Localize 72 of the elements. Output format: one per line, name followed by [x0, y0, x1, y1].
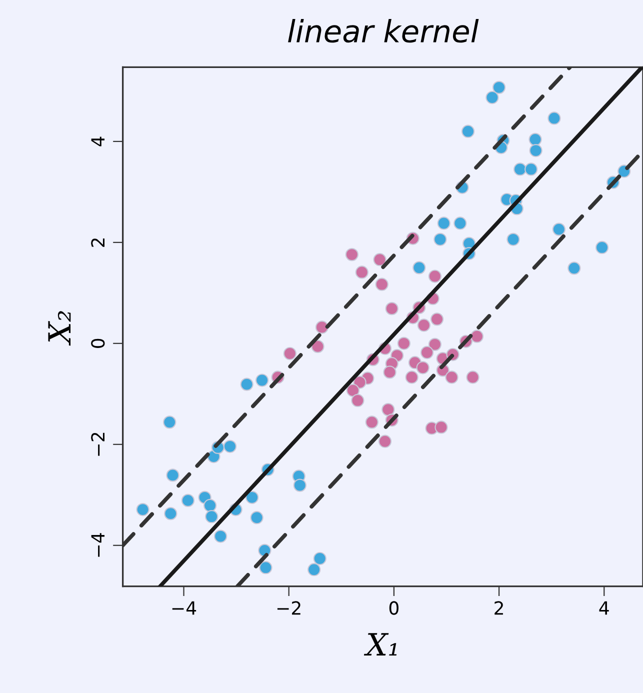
point	[382, 402, 395, 416]
point	[365, 416, 378, 429]
point	[355, 266, 368, 279]
point	[378, 434, 392, 448]
point	[351, 394, 364, 408]
point	[430, 312, 444, 326]
point	[250, 511, 264, 524]
point	[311, 340, 324, 354]
point	[283, 346, 296, 360]
y-tick-label: −4	[91, 533, 104, 557]
point	[385, 302, 398, 316]
point	[383, 366, 396, 379]
point	[595, 240, 609, 254]
x-tick-label: 2	[494, 601, 503, 615]
point	[506, 232, 520, 246]
x-tick-label: 0	[389, 601, 398, 615]
point	[416, 361, 430, 374]
point	[259, 561, 272, 574]
y-axis-title: X₂	[48, 311, 71, 346]
point	[492, 80, 506, 94]
point	[375, 278, 388, 291]
point	[164, 507, 178, 520]
point	[445, 370, 458, 384]
point	[417, 318, 430, 332]
point	[214, 530, 228, 543]
point	[405, 370, 418, 384]
point	[346, 384, 360, 397]
point	[397, 336, 410, 350]
point	[428, 270, 442, 283]
point	[203, 498, 217, 512]
point	[373, 253, 386, 266]
y-tick-label: 4	[91, 136, 104, 146]
point	[437, 216, 450, 230]
point	[486, 90, 499, 104]
point	[434, 232, 447, 246]
point	[136, 502, 150, 516]
x-axis-title: X₁	[364, 633, 397, 656]
point	[461, 124, 475, 138]
point	[428, 338, 442, 351]
point	[308, 563, 321, 576]
point	[552, 222, 566, 236]
chart-title: linear kernel	[288, 19, 479, 43]
point	[454, 216, 467, 230]
x-tick-label: 4	[599, 601, 609, 615]
point	[166, 468, 180, 482]
point	[434, 420, 448, 434]
x-tick-label: −4	[172, 601, 196, 615]
point	[470, 330, 484, 343]
point	[524, 162, 538, 176]
point	[466, 370, 480, 384]
point	[412, 261, 426, 274]
point	[313, 552, 326, 566]
point	[568, 262, 581, 275]
point	[163, 416, 176, 429]
point	[513, 162, 527, 176]
point	[548, 112, 561, 125]
point	[181, 494, 195, 508]
point	[240, 378, 254, 391]
point	[205, 510, 218, 524]
point	[223, 440, 237, 453]
y-tick-label: 0	[91, 338, 105, 348]
point	[529, 144, 542, 158]
point	[528, 132, 542, 146]
point	[246, 490, 259, 504]
point	[293, 478, 306, 492]
point	[345, 248, 358, 262]
y-tick-label: 2	[91, 238, 104, 247]
x-tick-label: −2	[277, 601, 300, 615]
point	[255, 374, 269, 387]
point	[315, 320, 329, 334]
y-tick-label: −2	[91, 432, 104, 456]
point	[420, 346, 434, 360]
